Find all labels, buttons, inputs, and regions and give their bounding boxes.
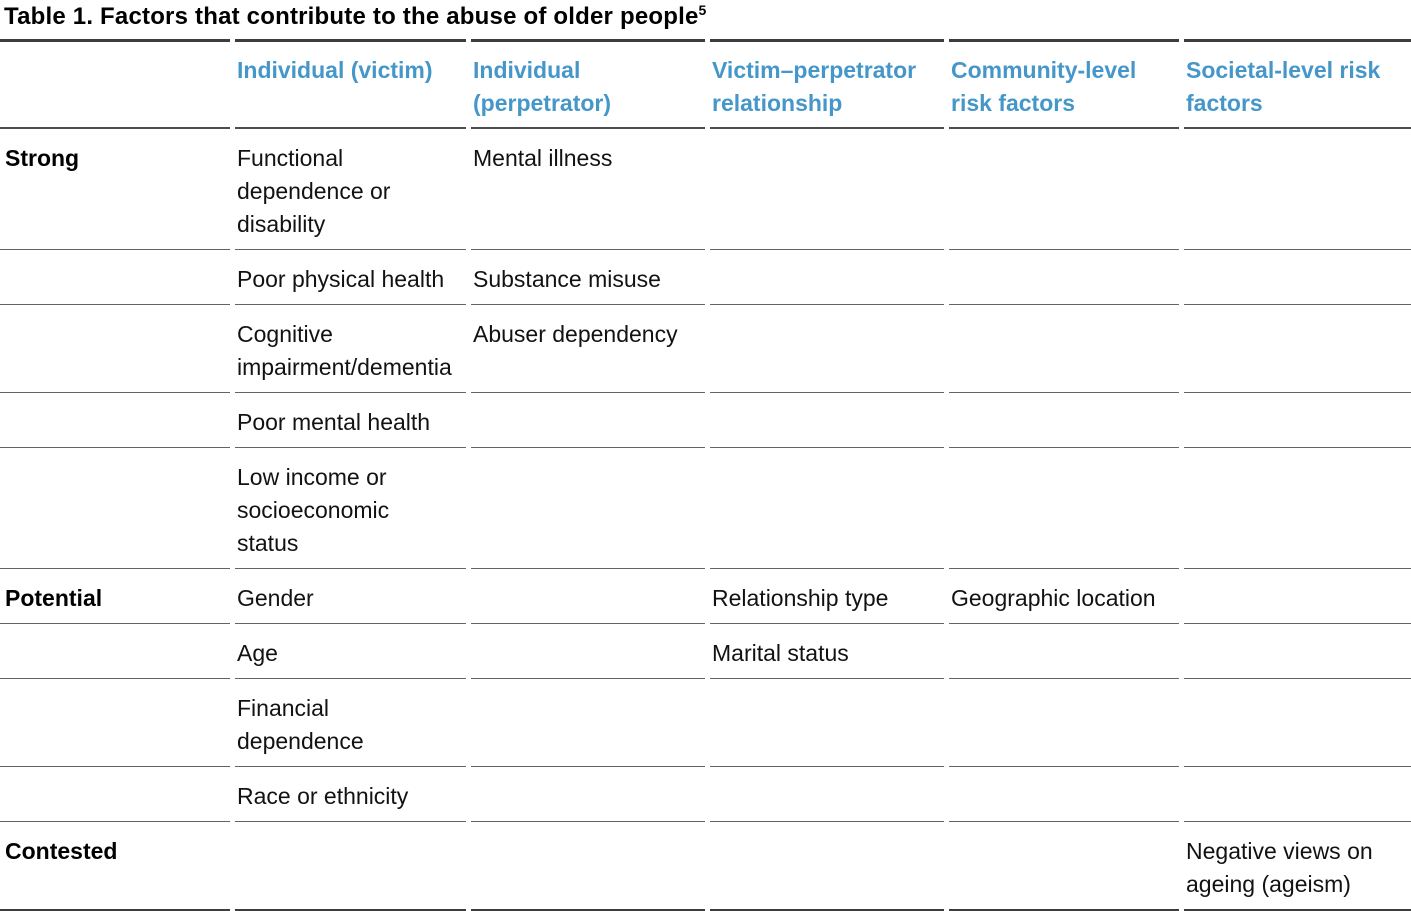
table-cell: Functional dependence or disability — [235, 129, 466, 250]
table-cell: Low income or socioeconomic status — [235, 448, 466, 569]
table-cell: Gender — [235, 569, 466, 624]
table-cell: Poor mental health — [235, 393, 466, 448]
table-cell — [235, 822, 466, 911]
table-cell — [710, 250, 944, 305]
table-cell: Negative views on ageing (ageism) — [1184, 822, 1411, 911]
risk-factors-table: Individual (victim) Individual (perpetra… — [0, 39, 1411, 911]
row-group-label — [0, 250, 230, 305]
row-group-label: Strong — [0, 129, 230, 250]
table-cell — [949, 822, 1179, 911]
table-row: Race or ethnicity — [0, 767, 1411, 822]
table-cell — [949, 129, 1179, 250]
table-cell — [710, 679, 944, 767]
table-cell — [471, 624, 705, 679]
table-cell — [1184, 129, 1411, 250]
table-row: Low income or socioeconomic status — [0, 448, 1411, 569]
table-cell — [1184, 569, 1411, 624]
table-cell: Substance misuse — [471, 250, 705, 305]
table-cell — [949, 250, 1179, 305]
table-cell — [471, 822, 705, 911]
row-group-label — [0, 679, 230, 767]
table-cell: Relationship type — [710, 569, 944, 624]
column-header-individual-perpetrator: Individual (perpetrator) — [471, 39, 705, 129]
table-cell — [1184, 250, 1411, 305]
table-cell — [710, 822, 944, 911]
table-cell — [1184, 393, 1411, 448]
table-header: Individual (victim) Individual (perpetra… — [0, 39, 1411, 129]
table-cell — [949, 679, 1179, 767]
table-cell — [710, 305, 944, 393]
table-cell — [710, 448, 944, 569]
table-title-text: Table 1. Factors that contribute to the … — [4, 3, 699, 30]
table-cell — [949, 624, 1179, 679]
table-cell: Age — [235, 624, 466, 679]
table-row: Poor physical health Substance misuse — [0, 250, 1411, 305]
table-cell — [949, 767, 1179, 822]
table-cell — [1184, 767, 1411, 822]
row-group-label — [0, 624, 230, 679]
table-row: Strong Functional dependence or disabilit… — [0, 129, 1411, 250]
table-cell: Abuser dependency — [471, 305, 705, 393]
row-group-label — [0, 767, 230, 822]
table-cell — [1184, 305, 1411, 393]
row-group-label — [0, 393, 230, 448]
title-superscript: 5 — [698, 2, 707, 18]
column-header-community-level: Community-level risk factors — [949, 39, 1179, 129]
table-cell — [471, 767, 705, 822]
table-cell: Race or ethnicity — [235, 767, 466, 822]
row-group-label: Potential — [0, 569, 230, 624]
table-cell — [1184, 448, 1411, 569]
table-row: Age Marital status — [0, 624, 1411, 679]
table-cell — [710, 767, 944, 822]
table-row: Contested Negative views on ageing (ageis… — [0, 822, 1411, 911]
column-header-individual-victim: Individual (victim) — [235, 39, 466, 129]
column-header-victim-perpetrator-relationship: Victim–perpetrator relationship — [710, 39, 944, 129]
table-row: Cognitive impairment/dementia Abuser depe… — [0, 305, 1411, 393]
table-cell — [471, 569, 705, 624]
table-cell: Cognitive impairment/dementia — [235, 305, 466, 393]
table-cell: Poor physical health — [235, 250, 466, 305]
table-cell — [710, 129, 944, 250]
row-group-label — [0, 448, 230, 569]
table-cell — [471, 448, 705, 569]
table-cell: Marital status — [710, 624, 944, 679]
row-group-label: Contested — [0, 822, 230, 911]
column-header-empty — [0, 39, 230, 129]
table-cell: Geographic location — [949, 569, 1179, 624]
table-cell — [949, 448, 1179, 569]
table-title: Table 1. Factors that contribute to the … — [0, 0, 1411, 39]
table-cell — [710, 393, 944, 448]
table-cell — [471, 679, 705, 767]
column-header-societal-level: Societal-level risk factors — [1184, 39, 1411, 129]
table-body: Strong Functional dependence or disabilit… — [0, 129, 1411, 911]
row-group-label — [0, 305, 230, 393]
table-row: Financial dependence — [0, 679, 1411, 767]
table-cell — [1184, 624, 1411, 679]
table-cell — [949, 393, 1179, 448]
table-cell — [1184, 679, 1411, 767]
header-row: Individual (victim) Individual (perpetra… — [0, 39, 1411, 129]
table-row: Potential Gender Relationship type Geograph… — [0, 569, 1411, 624]
table-row: Poor mental health — [0, 393, 1411, 448]
table-cell — [471, 393, 705, 448]
table-cell: Mental illness — [471, 129, 705, 250]
table-cell: Financial dependence — [235, 679, 466, 767]
table-cell — [949, 305, 1179, 393]
